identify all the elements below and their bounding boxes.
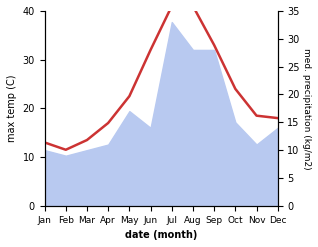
X-axis label: date (month): date (month) [125, 230, 197, 240]
Y-axis label: med. precipitation (kg/m2): med. precipitation (kg/m2) [302, 48, 311, 169]
Y-axis label: max temp (C): max temp (C) [7, 75, 17, 142]
